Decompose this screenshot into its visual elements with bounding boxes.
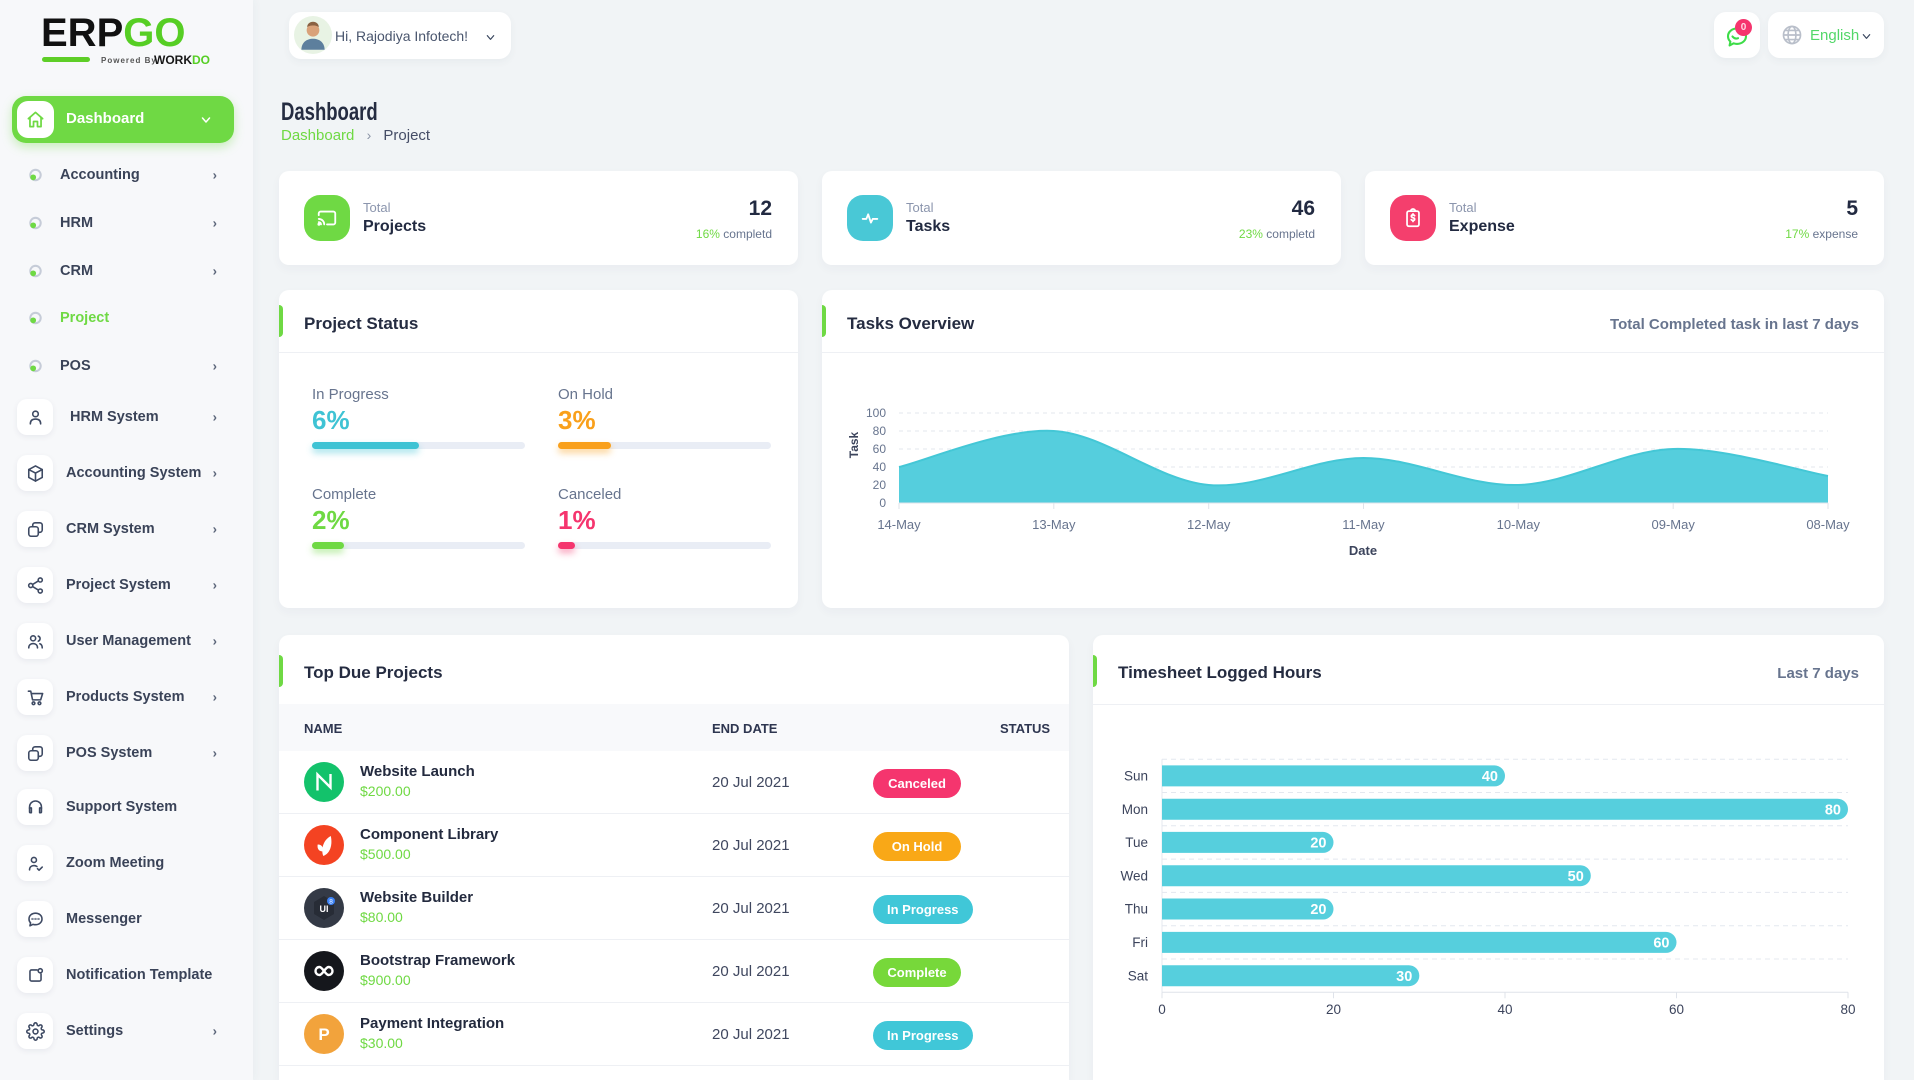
- svg-text:40: 40: [873, 460, 887, 474]
- svg-text:8: 8: [329, 899, 333, 906]
- svg-text:80: 80: [873, 424, 887, 438]
- svg-text:P: P: [318, 1025, 329, 1044]
- svg-text:80: 80: [1825, 802, 1841, 818]
- svg-text:80: 80: [1840, 1002, 1855, 1017]
- svg-text:50: 50: [1568, 869, 1584, 885]
- svg-text:Date: Date: [1349, 543, 1377, 558]
- svg-text:10-May: 10-May: [1497, 517, 1541, 532]
- svg-text:0: 0: [1158, 1002, 1166, 1017]
- svg-text:Task: Task: [847, 431, 861, 458]
- svg-text:20: 20: [1310, 836, 1326, 852]
- svg-text:08-May: 08-May: [1806, 517, 1850, 532]
- svg-text:Sat: Sat: [1128, 968, 1149, 983]
- svg-text:12-May: 12-May: [1187, 517, 1231, 532]
- svg-text:11-May: 11-May: [1342, 517, 1385, 532]
- svg-text:40: 40: [1482, 769, 1498, 785]
- svg-text:Sun: Sun: [1124, 769, 1148, 784]
- svg-text:Mon: Mon: [1122, 802, 1148, 817]
- svg-text:UI: UI: [320, 904, 329, 914]
- svg-text:14-May: 14-May: [877, 517, 921, 532]
- svg-text:20: 20: [873, 478, 887, 492]
- svg-text:60: 60: [873, 442, 887, 456]
- svg-text:Tue: Tue: [1125, 835, 1148, 850]
- svg-text:100: 100: [866, 406, 886, 420]
- svg-text:09-May: 09-May: [1652, 517, 1696, 532]
- svg-text:40: 40: [1497, 1002, 1512, 1017]
- svg-text:20: 20: [1310, 902, 1326, 918]
- svg-text:60: 60: [1653, 936, 1669, 952]
- svg-text:0: 0: [879, 496, 886, 510]
- svg-text:13-May: 13-May: [1032, 517, 1076, 532]
- svg-text:30: 30: [1396, 969, 1412, 985]
- svg-text:Fri: Fri: [1132, 935, 1148, 950]
- svg-text:Wed: Wed: [1120, 868, 1148, 883]
- svg-text:60: 60: [1669, 1002, 1684, 1017]
- svg-text:20: 20: [1326, 1002, 1341, 1017]
- svg-text:Thu: Thu: [1125, 902, 1148, 917]
